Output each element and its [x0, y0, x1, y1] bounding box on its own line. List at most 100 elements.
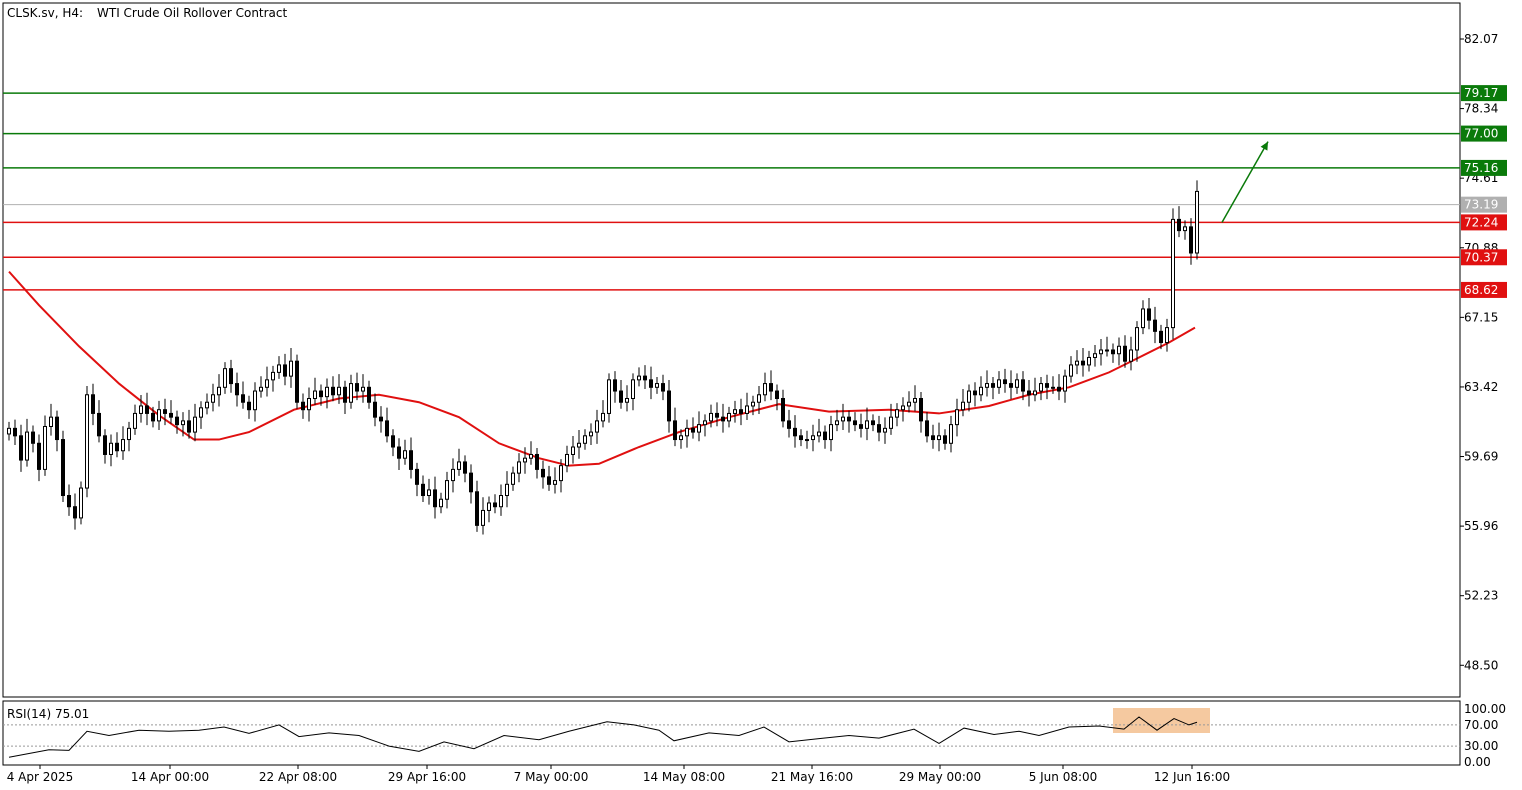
candle [379, 406, 383, 433]
candle-body [415, 468, 419, 485]
candle-body [193, 416, 197, 433]
candle-body [649, 379, 653, 388]
candle-body [37, 442, 41, 470]
candle-body [403, 450, 407, 459]
candle [733, 400, 737, 423]
support-price-tag: 72.24 [1461, 214, 1507, 231]
candle-body [121, 439, 125, 452]
candle [589, 423, 593, 445]
candle [1159, 324, 1163, 350]
candle-body [211, 394, 215, 403]
price-tick-label: 52.23 [1464, 589, 1498, 603]
candle [787, 409, 791, 438]
resistance-price-tag-bg [1461, 159, 1507, 176]
candle [817, 418, 821, 443]
time-tick-label: 29 May 00:00 [899, 770, 981, 784]
candle-body [391, 435, 395, 448]
candle-body [223, 368, 227, 388]
candle [511, 466, 515, 491]
support-price-tag-label: 68.62 [1464, 283, 1498, 297]
candle-body [1141, 308, 1145, 329]
candle [1111, 343, 1115, 363]
candle-body [919, 398, 923, 422]
candle [271, 365, 275, 392]
candle-body [247, 401, 251, 411]
candle-body [1099, 349, 1103, 355]
candle-body [109, 442, 113, 455]
candle-body [355, 383, 359, 392]
candle-body [781, 398, 785, 422]
candle [25, 418, 29, 467]
candle-body [1051, 386, 1055, 389]
candle [481, 497, 485, 535]
candle-body [217, 386, 221, 396]
candle [1153, 306, 1157, 344]
candle-body [667, 390, 671, 422]
candle [259, 376, 263, 398]
candle [1057, 374, 1061, 401]
candle [907, 391, 911, 413]
resistance-price-tag-label: 79.17 [1464, 86, 1498, 100]
candle-body [427, 489, 431, 497]
candle-body [865, 420, 869, 429]
candle-body [349, 383, 353, 403]
candle-body [985, 383, 989, 388]
candle-body [829, 424, 833, 441]
time-tick-label: 5 Jun 08:00 [1029, 770, 1098, 784]
candle [973, 382, 977, 407]
candle [595, 409, 599, 444]
candle-body [343, 386, 347, 403]
candle-body [811, 435, 815, 441]
candle-body [1195, 190, 1199, 254]
support-price-tag-label: 70.37 [1464, 250, 1498, 264]
candle [913, 385, 917, 412]
candle [1081, 347, 1085, 377]
candle [1069, 356, 1073, 383]
candle-body [73, 506, 77, 519]
candle-body [769, 383, 773, 392]
candle-body [733, 409, 737, 414]
candle [727, 406, 731, 428]
time-tick-label: 21 May 16:00 [771, 770, 853, 784]
candle [631, 373, 635, 411]
candle-body [691, 427, 695, 433]
candle [307, 387, 311, 422]
candle [373, 393, 377, 427]
candle-body [661, 383, 665, 392]
candle [355, 372, 359, 401]
candle [763, 372, 767, 402]
candle [1183, 220, 1187, 240]
candle-body [1105, 349, 1109, 352]
candle [475, 480, 479, 532]
candle [421, 475, 425, 503]
candle-body [325, 386, 329, 398]
candle [1165, 318, 1169, 352]
time-tick-label: 14 May 08:00 [643, 770, 725, 784]
candle [757, 386, 761, 414]
candle [739, 398, 743, 426]
candle [205, 393, 209, 415]
candle [337, 374, 341, 404]
candle [361, 374, 365, 403]
candle-body [601, 412, 605, 422]
candle [1039, 377, 1043, 401]
candle-body [907, 401, 911, 407]
support-price-tag: 68.62 [1461, 281, 1507, 298]
candle-body [475, 491, 479, 526]
candle-body [1057, 386, 1061, 392]
candle-body [847, 416, 851, 422]
candle-body [289, 360, 293, 377]
candle-body [91, 394, 95, 414]
candle [637, 367, 641, 387]
candle [265, 366, 269, 397]
candle-body [943, 435, 947, 444]
candle [1075, 350, 1079, 375]
candle [559, 459, 563, 493]
candle-body [565, 453, 569, 467]
candle-body [1165, 327, 1169, 344]
candle [709, 404, 713, 428]
candle [463, 455, 467, 483]
candle-body [883, 427, 887, 433]
candle [109, 434, 113, 467]
